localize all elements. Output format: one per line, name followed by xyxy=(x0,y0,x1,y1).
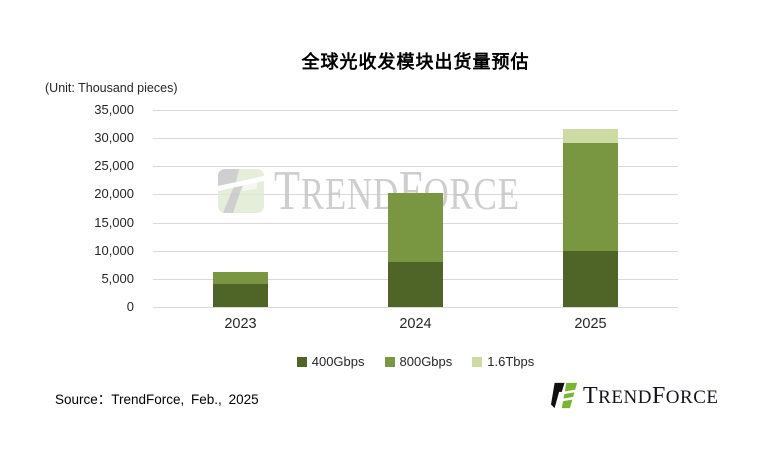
y-tick-label: 35,000 xyxy=(94,102,134,117)
legend-label: 400Gbps xyxy=(311,354,365,369)
brand-letter: C xyxy=(473,168,498,219)
x-tick-label-2024: 2024 xyxy=(399,316,432,332)
brand-letter: R xyxy=(598,386,612,408)
bar-segment-2025-800gbps xyxy=(563,142,618,251)
legend-item-1.6tbps: 1.6Tbps xyxy=(472,354,534,369)
brand-letter: R xyxy=(680,386,694,408)
y-tick-label: 20,000 xyxy=(94,186,134,202)
y-tick-label: 25,000 xyxy=(94,158,134,174)
gridline xyxy=(153,166,678,168)
brand-letter: E xyxy=(611,386,624,408)
footer-brand-text: TRENDFORCE xyxy=(583,384,719,408)
bar-segment-2025-400gbps xyxy=(563,250,618,307)
legend-swatch-400gbps xyxy=(296,356,307,367)
legend: 400Gbps 800Gbps 1.6Tbps xyxy=(153,354,678,369)
x-tick-label-2025: 2025 xyxy=(574,316,607,332)
gridline xyxy=(153,138,678,140)
chart-title: 全球光收发模块出货量预估 xyxy=(301,52,530,72)
gridline xyxy=(153,307,678,308)
brand-letter: D xyxy=(637,386,652,408)
bar-segment-2024-400gbps xyxy=(388,261,443,307)
bar-segment-2023-400gbps xyxy=(213,284,268,307)
brand-letter: T xyxy=(274,160,301,222)
legend-label: 800Gbps xyxy=(399,354,453,369)
y-tick-label: 10,000 xyxy=(94,242,134,258)
brand-letter: R xyxy=(449,168,474,219)
legend-item-400gbps: 400Gbps xyxy=(296,354,365,369)
y-tick-label: 5,000 xyxy=(101,270,134,286)
bar-segment-2024-800gbps xyxy=(388,193,443,262)
brand-letter: R xyxy=(300,168,325,219)
legend-swatch-1.6tbps xyxy=(472,356,483,367)
y-tick-label: 0 xyxy=(126,299,134,314)
gridline xyxy=(153,110,678,111)
trendforce-logo-icon xyxy=(218,169,264,213)
plot-area xyxy=(153,110,678,308)
brand-letter: C xyxy=(693,386,707,408)
bar-segment-2025-1.6tbps xyxy=(563,129,618,143)
y-tick-label: 30,000 xyxy=(94,130,134,146)
brand-letter: E xyxy=(324,168,347,219)
unit-label: (Unit: Thousand pieces) xyxy=(45,81,178,95)
brand-letter: N xyxy=(623,386,638,408)
brand-letter: E xyxy=(706,386,719,408)
legend-item-800gbps: 800Gbps xyxy=(384,354,453,369)
legend-label: 1.6Tbps xyxy=(487,354,535,369)
legend-swatch-800gbps xyxy=(384,356,395,367)
y-tick-label: 15,000 xyxy=(94,214,134,230)
x-tick-label-2023: 2023 xyxy=(224,316,257,332)
trendforce-logo: TRENDFORCE xyxy=(551,381,719,410)
source-line: Source：TrendForce, Feb., 2025 xyxy=(55,392,259,407)
brand-letter: F xyxy=(651,382,666,409)
brand-letter: E xyxy=(497,168,520,219)
brand-letter: N xyxy=(346,168,373,219)
brand-letter: O xyxy=(665,386,681,408)
bar-segment-2023-800gbps xyxy=(213,271,268,285)
brand-letter: T xyxy=(583,382,599,409)
trendforce-logo-icon xyxy=(551,382,578,409)
